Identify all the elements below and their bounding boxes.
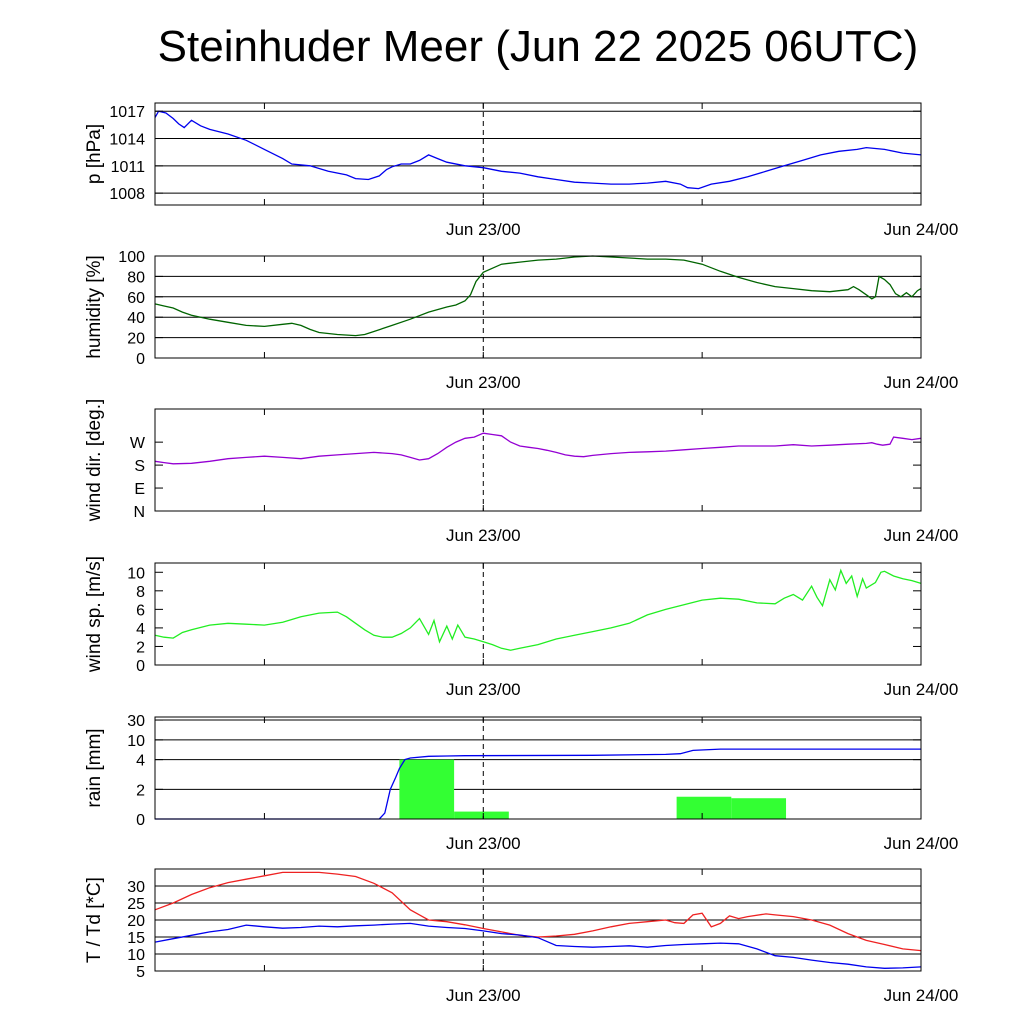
- x-tick-label: Jun 24/00: [884, 986, 959, 1005]
- y-tick-label: 20: [127, 913, 145, 930]
- x-tick-label: Jun 23/00: [446, 373, 521, 392]
- x-tick-label: Jun 24/00: [884, 220, 959, 239]
- panel-frame: [154, 255, 922, 359]
- rain-bar: [731, 798, 787, 819]
- y-tick-label: N: [133, 504, 145, 521]
- y-tick-label: 4: [136, 621, 145, 638]
- y-axis-label: wind dir. [deg.]: [84, 399, 105, 523]
- y-tick-label: 10: [127, 733, 145, 750]
- y-tick-label: S: [134, 458, 145, 475]
- wind_direction-series-line: [154, 432, 922, 465]
- y-tick-label: 8: [136, 584, 145, 601]
- y-tick-label: 2: [136, 782, 145, 799]
- y-tick-label: 5: [136, 964, 145, 981]
- y-tick-label: 60: [127, 290, 145, 307]
- pressure-series-line: [154, 110, 922, 190]
- panel-frame: [154, 562, 922, 666]
- y-tick-label: 30: [127, 879, 145, 896]
- y-axis-label: p [hPa]: [84, 124, 105, 184]
- x-tick-label: Jun 24/00: [884, 680, 959, 699]
- x-tick-label: Jun 24/00: [884, 526, 959, 545]
- x-tick-label: Jun 24/00: [884, 373, 959, 392]
- humidity-series-line: [154, 255, 922, 337]
- x-tick-label: Jun 23/00: [446, 220, 521, 239]
- rain-series-line: [155, 748, 921, 820]
- rain-bar: [454, 811, 509, 819]
- temperature-series-line: [154, 922, 922, 969]
- x-tick-label: Jun 23/00: [446, 986, 521, 1005]
- y-tick-label: 10: [127, 565, 145, 582]
- panel-frame: [154, 102, 922, 206]
- y-tick-label: 20: [127, 331, 145, 348]
- x-tick-label: Jun 24/00: [884, 834, 959, 853]
- y-tick-label: 40: [127, 310, 145, 327]
- y-tick-label: 25: [127, 896, 145, 913]
- y-tick-label: 0: [136, 351, 145, 368]
- y-tick-label: 6: [136, 602, 145, 619]
- chart-title: Steinhuder Meer (Jun 22 2025 06UTC): [157, 22, 919, 71]
- y-axis-label: humidity [%]: [84, 255, 105, 358]
- panel-frame: [154, 408, 922, 512]
- y-tick-label: 10: [127, 947, 145, 964]
- y-tick-label: 0: [136, 658, 145, 675]
- panel-humidity: 0 20 40 60 80 100 Jun 23/00 Jun 24/00 humidity […: [84, 249, 958, 392]
- y-tick-label: 1014: [109, 132, 145, 149]
- y-tick-label: 30: [127, 713, 145, 730]
- temperature-series-line: [154, 871, 922, 952]
- y-tick-label: W: [130, 435, 146, 452]
- y-axis-label: rain [mm]: [84, 728, 105, 807]
- x-tick-label: Jun 23/00: [446, 834, 521, 853]
- y-tick-label: 1008: [109, 186, 145, 203]
- y-axis-label: T / Td [*C]: [84, 877, 105, 963]
- y-tick-label: 100: [118, 249, 145, 266]
- panel-rain: 0 2 4 10 30 Jun 23/00 Jun 24/00 rain [mm]: [84, 713, 958, 853]
- wind_speed-series-line: [154, 568, 922, 651]
- y-tick-label: 4: [136, 753, 145, 770]
- panel-pressure: 1008 1011 1014 1017 Jun 23/00 Jun 24/00 p [hPa…: [84, 102, 959, 239]
- y-tick-label: 80: [127, 269, 145, 286]
- panel-wind_speed: 0 24 68 10 Jun 23/00 Jun 24/00 wind sp. [m/s]: [84, 556, 958, 699]
- y-tick-label: 15: [127, 930, 145, 947]
- y-tick-label: 1011: [111, 159, 146, 176]
- x-tick-label: Jun 23/00: [446, 680, 521, 699]
- y-tick-label: 0: [136, 812, 145, 829]
- panel-frame: [154, 716, 922, 820]
- rain-bar: [676, 796, 732, 819]
- y-axis-label: wind sp. [m/s]: [84, 556, 105, 673]
- y-tick-label: 1017: [109, 104, 145, 121]
- rain-bar: [399, 759, 455, 819]
- x-tick-label: Jun 23/00: [446, 526, 521, 545]
- y-tick-label: 2: [136, 639, 145, 656]
- y-tick-label: E: [134, 481, 145, 498]
